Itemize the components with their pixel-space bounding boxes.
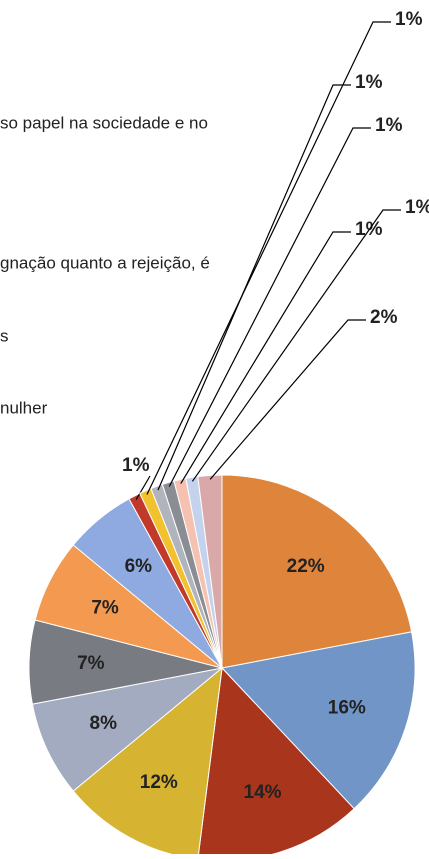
- data-label: 14%: [244, 782, 282, 803]
- data-label: 12%: [140, 772, 178, 793]
- data-label: 7%: [77, 653, 105, 674]
- leader-line: [168, 127, 371, 487]
- pie-slice: [221, 474, 413, 669]
- background-text: nulher: [0, 398, 48, 417]
- data-label: 16%: [328, 698, 366, 719]
- data-label: 6%: [125, 556, 153, 577]
- leader-line: [191, 209, 401, 482]
- data-label: 1%: [405, 197, 429, 218]
- leader-line: [180, 231, 351, 484]
- pie-slice: [31, 667, 223, 792]
- leader-line: [157, 84, 351, 491]
- background-text: so papel na sociedade e no: [0, 113, 208, 132]
- background-text: s: [0, 326, 9, 345]
- data-label: 1%: [375, 115, 403, 136]
- pie-slice: [197, 666, 355, 859]
- leader-line: [135, 475, 151, 500]
- background-text: gnação quanto a rejeição, é: [0, 253, 210, 272]
- leader-line: [209, 319, 366, 480]
- data-label: 1%: [395, 9, 423, 30]
- data-label: 8%: [90, 713, 118, 734]
- data-label: 7%: [91, 597, 119, 618]
- leader-line: [146, 21, 391, 495]
- pie-slice: [221, 631, 416, 810]
- pie-slice: [197, 474, 223, 669]
- data-label: 2%: [370, 307, 398, 328]
- data-label: 1%: [355, 72, 383, 93]
- data-label: 1%: [122, 455, 150, 476]
- data-label: 22%: [287, 556, 325, 577]
